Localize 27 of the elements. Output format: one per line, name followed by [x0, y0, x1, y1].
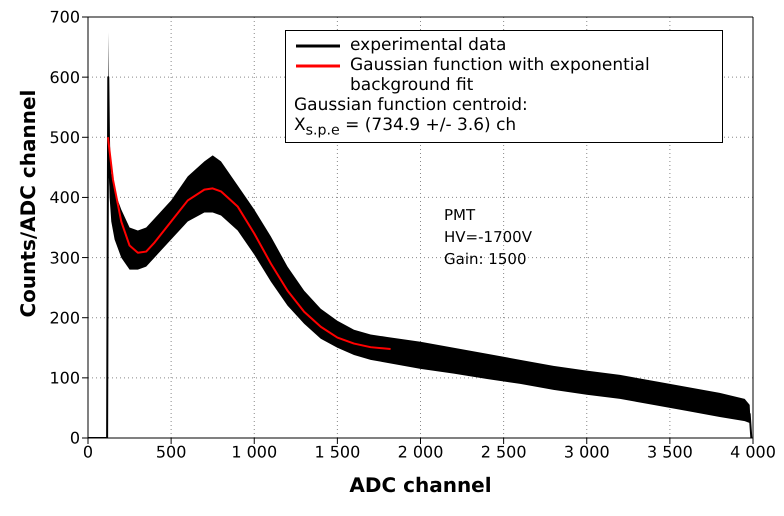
y-tick-label: 0	[70, 428, 80, 448]
annotation: X$_{s.p.e}$ = (734.9 +/- 3.6) ch	[294, 115, 518, 138]
annotation: Gain: 1500	[444, 249, 528, 270]
annotation: Gaussian function centroid:	[294, 95, 529, 115]
annotation: PMT	[444, 205, 476, 226]
x-tick-label: 3 500	[646, 442, 693, 462]
x-tick-label: 3 000	[564, 442, 610, 462]
line-series	[106, 136, 392, 350]
y-tick-label: 200	[49, 308, 80, 328]
y-tick-label: 600	[49, 68, 80, 87]
x-axis-title: ADC channel	[349, 473, 492, 497]
y-tick-label: 500	[49, 128, 80, 147]
y-tick-label: 100	[49, 368, 80, 388]
y-tick-label: 400	[49, 188, 80, 208]
x-tick-label: 4 000	[730, 442, 776, 462]
x-tick-label: 1 500	[314, 442, 360, 462]
x-tick-label: 2 500	[480, 442, 527, 462]
x-tick-label: 0	[82, 442, 94, 462]
x-tick-label: 2 000	[398, 442, 444, 462]
y-tick-label: 700	[49, 8, 80, 27]
annotation: HV=-1700V	[444, 227, 532, 248]
y-tick-label: 300	[49, 248, 80, 268]
legend-label: experimental data	[350, 35, 508, 55]
x-tick-label: 500	[156, 442, 186, 462]
legend-label: Gaussian function with exponential background fit	[350, 55, 651, 95]
x-tick-label: 1 000	[231, 442, 278, 462]
y-axis-title: Counts/ADC channel	[16, 90, 40, 318]
